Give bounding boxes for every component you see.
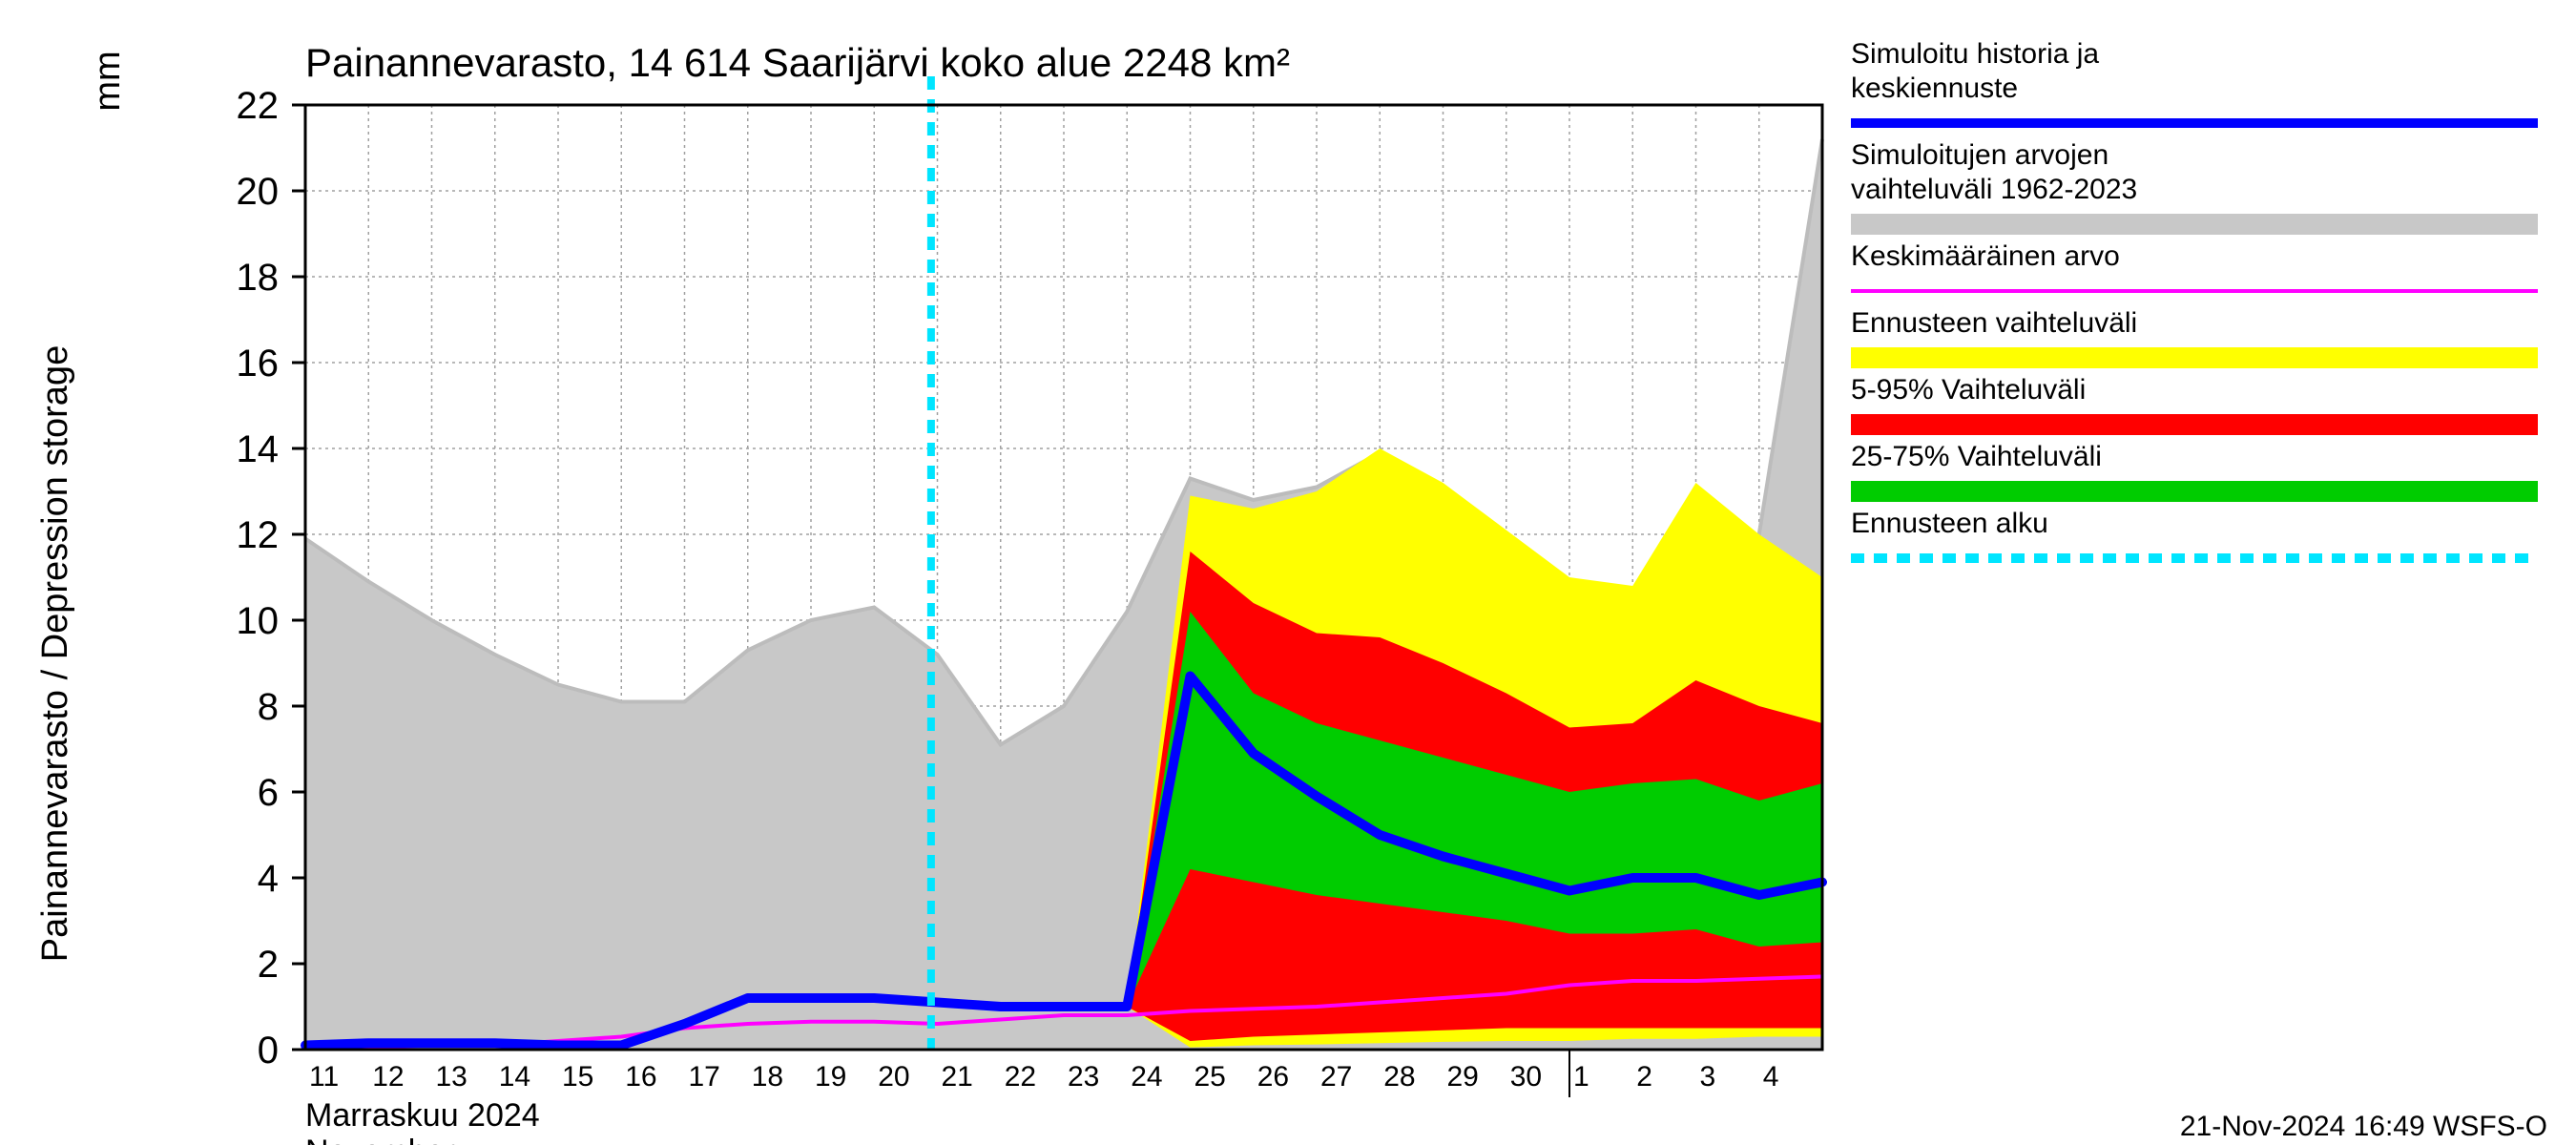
x-tick-label: 12 <box>372 1061 404 1093</box>
y-tick-label: 4 <box>258 858 279 900</box>
y-tick-label: 12 <box>237 514 280 556</box>
chart-svg: 0246810121416182022111213141516171819202… <box>0 0 2576 1145</box>
legend-label: Keskimääräinen arvo <box>1851 240 2120 272</box>
x-tick-label: 19 <box>815 1061 846 1093</box>
x-tick-label: 13 <box>436 1061 467 1093</box>
x-tick-label: 17 <box>689 1061 720 1093</box>
y-tick-label: 14 <box>237 428 280 470</box>
x-tick-label: 3 <box>1700 1061 1716 1093</box>
y-tick-label: 10 <box>237 600 280 642</box>
y-tick-label: 8 <box>258 686 279 728</box>
legend-swatch <box>1851 347 2538 368</box>
legend-label: vaihteluväli 1962-2023 <box>1851 174 2137 205</box>
x-tick-label: 29 <box>1447 1061 1479 1093</box>
legend-swatch <box>1851 481 2538 502</box>
y-tick-label: 20 <box>237 171 280 213</box>
x-tick-label: 15 <box>562 1061 593 1093</box>
y-tick-label: 0 <box>258 1030 279 1072</box>
legend-label: 5-95% Vaihteluväli <box>1851 374 2086 406</box>
legend-swatch <box>1851 214 2538 235</box>
x-tick-label: 11 <box>309 1061 339 1093</box>
x-tick-label: 26 <box>1257 1061 1289 1093</box>
legend-label: Simuloitu historia ja <box>1851 38 2099 70</box>
y-axis-label: Painannevarasto / Depression storage <box>35 345 75 962</box>
x-tick-label: 30 <box>1510 1061 1542 1093</box>
x-tick-label: 25 <box>1195 1061 1226 1093</box>
x-tick-label: 14 <box>499 1061 530 1093</box>
legend-swatch <box>1851 414 2538 435</box>
x-tick-label: 18 <box>752 1061 783 1093</box>
y-tick-label: 22 <box>237 85 280 127</box>
y-tick-label: 18 <box>237 257 280 299</box>
x-tick-label: 2 <box>1636 1061 1652 1093</box>
x-tick-label: 16 <box>625 1061 656 1093</box>
y-axis-unit: mm <box>88 51 128 111</box>
legend-label: keskiennuste <box>1851 73 2018 104</box>
x-tick-label: 20 <box>878 1061 909 1093</box>
legend-label: Ennusteen alku <box>1851 508 2048 539</box>
x-tick-label: 22 <box>1005 1061 1036 1093</box>
x-tick-label: 1 <box>1573 1061 1589 1093</box>
footer-timestamp: 21-Nov-2024 16:49 WSFS-O <box>2180 1111 2547 1142</box>
chart-title: Painannevarasto, 14 614 Saarijärvi koko … <box>305 40 1290 85</box>
y-tick-label: 6 <box>258 772 279 814</box>
x-tick-label: 21 <box>942 1061 973 1093</box>
y-tick-label: 2 <box>258 944 279 986</box>
x-tick-label: 28 <box>1383 1061 1415 1093</box>
legend-label: Simuloitujen arvojen <box>1851 139 2109 171</box>
legend-label: Ennusteen vaihteluväli <box>1851 307 2137 339</box>
x-tick-label: 23 <box>1068 1061 1099 1093</box>
y-tick-label: 16 <box>237 343 280 385</box>
x-tick-label: 24 <box>1131 1061 1162 1093</box>
month-label-1: Marraskuu 2024 <box>305 1097 540 1134</box>
month-label-2: November <box>305 1134 455 1145</box>
legend-label: 25-75% Vaihteluväli <box>1851 441 2102 472</box>
x-tick-label: 27 <box>1320 1061 1352 1093</box>
x-tick-label: 4 <box>1763 1061 1779 1093</box>
chart-container: 0246810121416182022111213141516171819202… <box>0 0 2576 1145</box>
